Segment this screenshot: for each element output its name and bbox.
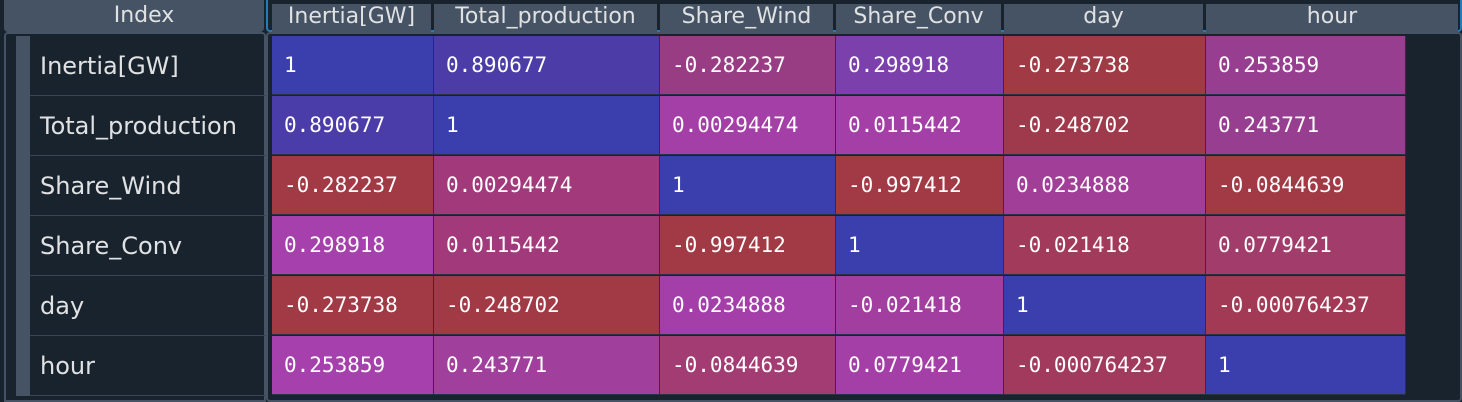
table-cell[interactable]: -0.282237 xyxy=(660,36,836,95)
table-cell[interactable]: -0.248702 xyxy=(1004,96,1206,155)
table-cell[interactable]: 0.243771 xyxy=(434,336,660,395)
table-cell[interactable]: 0.253859 xyxy=(272,336,434,395)
correlation-table: 1 0.890677 -0.282237 0.298918 -0.273738 … xyxy=(266,32,1462,402)
table-cell[interactable]: -0.273738 xyxy=(272,276,434,335)
column-header-hour[interactable]: hour xyxy=(1206,4,1458,32)
column-header-inertia[interactable]: Inertia[GW] xyxy=(272,4,431,32)
table-cell[interactable]: 0.890677 xyxy=(272,96,434,155)
row-index-panel: Inertia[GW] Total_production Share_Wind … xyxy=(4,32,266,402)
table-cell[interactable]: -0.997412 xyxy=(836,156,1004,215)
table-cell[interactable]: -0.997412 xyxy=(660,216,836,275)
column-header-share-wind[interactable]: Share_Wind xyxy=(660,4,833,32)
table-cell[interactable]: 0.0779421 xyxy=(836,336,1004,395)
table-cell[interactable]: -0.021418 xyxy=(1004,216,1206,275)
table-cell[interactable]: 0.890677 xyxy=(434,36,660,95)
table-cell[interactable]: 1 xyxy=(1004,276,1206,335)
table-cell[interactable]: -0.282237 xyxy=(272,156,434,215)
column-header-bar: Inertia[GW] Total_production Share_Wind … xyxy=(266,0,1462,32)
column-header-total-production[interactable]: Total_production xyxy=(434,4,657,32)
table-cell[interactable]: -0.021418 xyxy=(836,276,1004,335)
table-cell[interactable]: 1 xyxy=(434,96,660,155)
index-header-label: Index xyxy=(113,3,175,28)
table-cell[interactable]: 1 xyxy=(1206,336,1406,395)
table-cell[interactable]: 0.298918 xyxy=(836,36,1004,95)
row-header-share-conv[interactable]: Share_Conv xyxy=(16,216,266,276)
table-cell[interactable]: 1 xyxy=(660,156,836,215)
table-cell[interactable]: 0.00294474 xyxy=(660,96,836,155)
row-header-day[interactable]: day xyxy=(16,276,266,336)
index-header[interactable]: Index xyxy=(4,0,264,32)
table-cell[interactable]: -0.273738 xyxy=(1004,36,1206,95)
table-cell[interactable]: 0.298918 xyxy=(272,216,434,275)
table-cell[interactable]: 1 xyxy=(836,216,1004,275)
column-header-share-conv[interactable]: Share_Conv xyxy=(836,4,1001,32)
table-cell[interactable]: 0.243771 xyxy=(1206,96,1406,155)
row-header-inertia[interactable]: Inertia[GW] xyxy=(16,36,266,96)
table-cell[interactable]: 0.0779421 xyxy=(1206,216,1406,275)
table-cell[interactable]: -0.000764237 xyxy=(1004,336,1206,395)
table-cell[interactable]: -0.0844639 xyxy=(1206,156,1406,215)
table-cell[interactable]: 0.00294474 xyxy=(434,156,660,215)
table-cell[interactable]: 0.0234888 xyxy=(660,276,836,335)
column-header-day[interactable]: day xyxy=(1004,4,1203,32)
row-header-share-wind[interactable]: Share_Wind xyxy=(16,156,266,216)
table-cell[interactable]: 0.253859 xyxy=(1206,36,1406,95)
row-header-hour[interactable]: hour xyxy=(16,336,266,396)
table-cell[interactable]: 1 xyxy=(272,36,434,95)
table-cell[interactable]: 0.0234888 xyxy=(1004,156,1206,215)
table-cell[interactable]: -0.248702 xyxy=(434,276,660,335)
table-cell[interactable]: -0.000764237 xyxy=(1206,276,1406,335)
row-header-total-production[interactable]: Total_production xyxy=(16,96,266,156)
table-cell[interactable]: 0.0115442 xyxy=(434,216,660,275)
table-cell[interactable]: 0.0115442 xyxy=(836,96,1004,155)
table-cell[interactable]: -0.0844639 xyxy=(660,336,836,395)
